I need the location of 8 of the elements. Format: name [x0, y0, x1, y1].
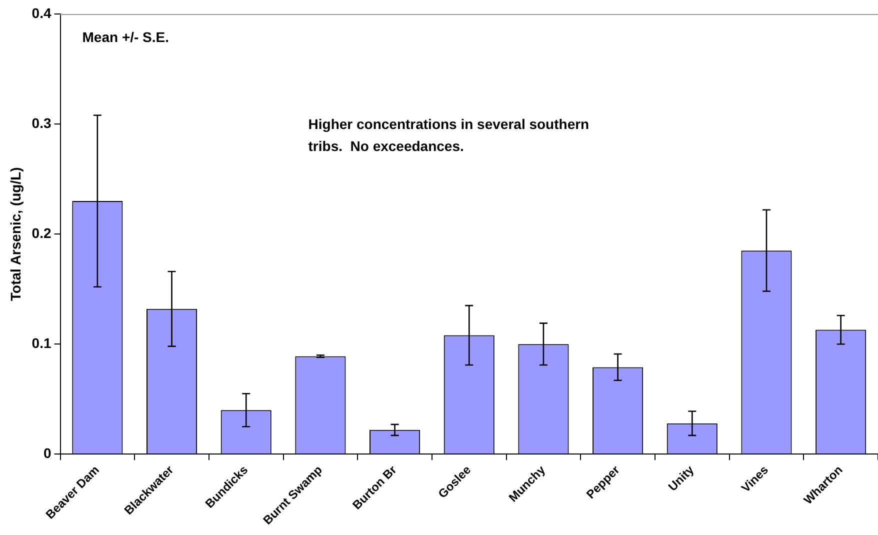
y-axis-title: Total Arsenic, (ug/L) [7, 167, 24, 301]
y-tick-label: 0.2 [32, 224, 52, 241]
y-tick-label: 0.4 [32, 4, 52, 21]
y-tick-label: 0.3 [32, 114, 52, 131]
annotation: Mean +/- S.E. [82, 29, 170, 45]
annotation: Higher concentrations in several southern tribs. No exceedances. [308, 116, 590, 154]
y-tick-label: 0.1 [32, 334, 52, 351]
y-tick-label: 0 [43, 444, 52, 461]
